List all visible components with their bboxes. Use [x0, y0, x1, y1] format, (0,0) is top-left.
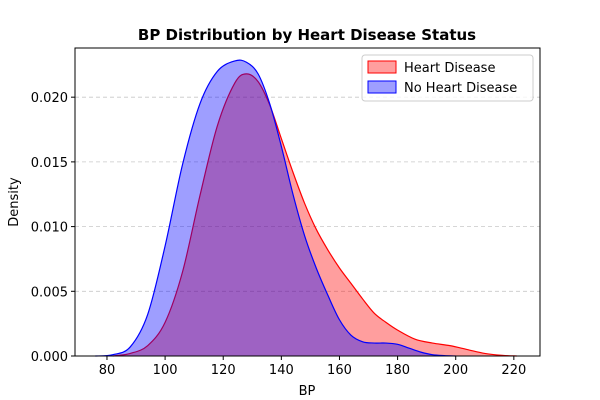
density-line-heart-disease	[112, 73, 517, 357]
x-axis-label: BP	[299, 384, 316, 399]
legend-swatch-no-heart-disease	[367, 80, 397, 94]
grid-layer	[75, 96, 540, 292]
series-layer	[95, 59, 517, 357]
y-tick-label: 0.020	[31, 91, 68, 106]
x-tick-label: 80	[99, 363, 116, 378]
legend-label-heart-disease: Heart Disease	[404, 61, 495, 76]
legend-swatch-heart-disease	[367, 60, 397, 74]
x-tick-label: 100	[153, 363, 178, 378]
plot-frame	[74, 47, 541, 357]
y-tick-label: 0.000	[31, 350, 68, 365]
density-line-no-heart-disease	[95, 59, 456, 357]
legend-label-no-heart-disease: No Heart Disease	[404, 81, 517, 96]
y-axis-ticks: 0.000 0.005 0.010 0.015 0.020	[31, 91, 75, 365]
density-area-no-heart-disease	[95, 60, 456, 356]
y-tick-label: 0.005	[31, 285, 68, 300]
x-tick-label: 160	[327, 363, 352, 378]
y-axis-label: Density	[7, 177, 22, 227]
x-axis-ticks: 80 100 120 140 160 180 200 220	[99, 356, 526, 378]
legend-box	[361, 54, 534, 102]
x-tick-label: 120	[211, 363, 236, 378]
density-area-heart-disease	[112, 73, 517, 356]
x-tick-label: 200	[443, 363, 468, 378]
legend: Heart Disease No Heart Disease	[361, 54, 534, 102]
chart-title: BP Distribution by Heart Disease Status	[138, 26, 476, 44]
x-tick-label: 140	[269, 363, 294, 378]
y-tick-label: 0.010	[31, 221, 68, 236]
y-tick-label: 0.015	[31, 156, 68, 171]
x-tick-label: 220	[501, 363, 526, 378]
x-tick-label: 180	[385, 363, 410, 378]
